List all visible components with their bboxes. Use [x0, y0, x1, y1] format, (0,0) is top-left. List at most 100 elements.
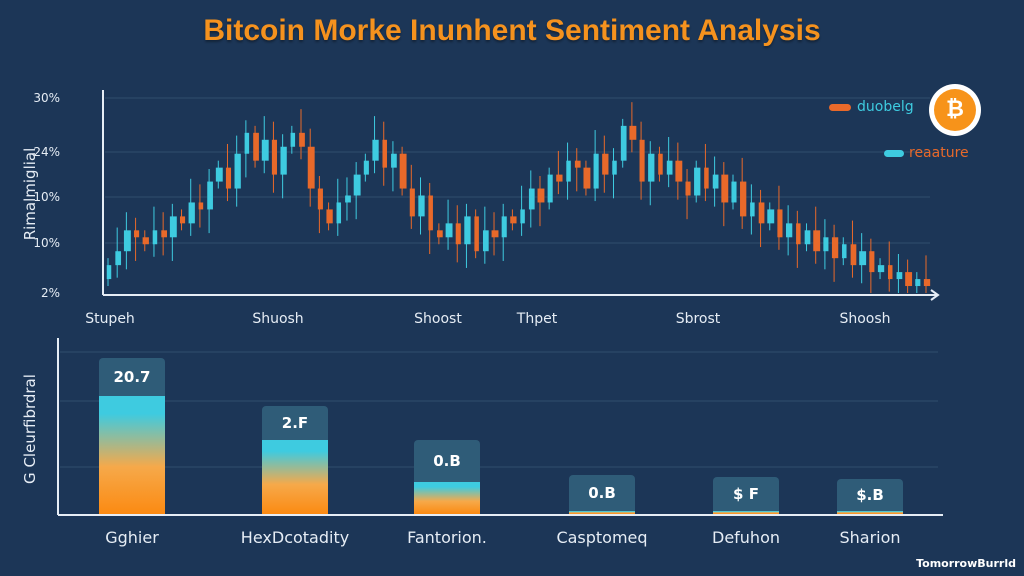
- candle-up: [445, 223, 453, 238]
- candle-down: [740, 181, 747, 217]
- bar-fill: [414, 481, 480, 514]
- y-tick: 24%: [33, 145, 60, 159]
- candle-up: [188, 202, 195, 224]
- x-tick: Shuosh: [252, 311, 304, 327]
- candle-up: [363, 160, 369, 175]
- candle-down: [850, 244, 857, 266]
- legend-swatch-cyan: [884, 150, 904, 157]
- bar-category-label: Defuhon: [711, 528, 781, 547]
- candle-down: [887, 265, 893, 280]
- bar-value-label: 20.7: [99, 358, 165, 396]
- x-tick: Shoosh: [839, 311, 891, 327]
- candle-up: [712, 174, 719, 189]
- bar: 20.7: [99, 358, 165, 514]
- candle-up: [785, 223, 793, 238]
- bitcoin-icon: ₿: [934, 89, 976, 131]
- x-axis-arrow: [930, 289, 940, 301]
- candle-down: [198, 202, 204, 210]
- candle-down: [583, 167, 591, 189]
- candle-down: [629, 125, 637, 140]
- bar: 0.B: [414, 439, 480, 514]
- bar-value-label: $ F: [713, 476, 779, 511]
- candle-down: [299, 132, 305, 147]
- x-tick: Thpet: [516, 311, 558, 327]
- candle-down: [491, 230, 499, 238]
- candle-down: [675, 160, 683, 182]
- candle-down: [658, 153, 663, 175]
- bar-value-label: $.B: [837, 478, 903, 511]
- candle-up: [804, 230, 811, 245]
- bar: $.B: [837, 478, 903, 514]
- candle-up: [666, 160, 673, 175]
- y-tick: 2%: [40, 286, 60, 300]
- candle-down: [253, 132, 259, 161]
- watermark: TomorrowBurrld: [916, 557, 1016, 570]
- bar-value-label: 0.B: [569, 474, 635, 511]
- candle-down: [161, 230, 167, 238]
- legend-label: reaature: [909, 145, 969, 161]
- x-tick: Stupeh: [85, 311, 135, 327]
- candle-up: [612, 160, 617, 175]
- y-tick: 10%: [33, 190, 60, 204]
- candle-up: [915, 279, 921, 287]
- candle-up: [261, 139, 269, 161]
- bar-category-label: Gghier: [105, 528, 159, 547]
- candle-down: [721, 174, 729, 203]
- candle-up: [767, 209, 775, 224]
- bar: $ F: [713, 476, 779, 514]
- bar-fill: [99, 396, 165, 514]
- candle-up: [244, 132, 250, 154]
- candle-down: [326, 209, 333, 224]
- legend-label: duobelg: [857, 99, 914, 115]
- chart-title: Bitcoin Morke Inunhent Sentiment Analysi…: [203, 14, 821, 47]
- candle-down: [271, 139, 277, 175]
- candle-up: [123, 230, 131, 252]
- candle-up: [648, 153, 655, 182]
- candle-up: [418, 195, 425, 217]
- candle-up: [464, 216, 471, 245]
- bar: 0.B: [569, 474, 635, 514]
- candle-up: [207, 181, 213, 210]
- bar-fill: [713, 510, 779, 514]
- bar-value-label: 0.B: [414, 439, 480, 482]
- candle-down: [574, 160, 581, 168]
- candle-up: [345, 195, 351, 203]
- candle-down: [704, 167, 709, 189]
- candle-up: [731, 181, 737, 203]
- candle-up: [169, 216, 177, 238]
- candle-up: [290, 132, 296, 147]
- candle-up: [501, 216, 507, 238]
- candle-down: [905, 272, 913, 287]
- candle-up: [234, 153, 241, 189]
- x-tick: Shoost: [414, 311, 462, 327]
- candle-down: [537, 188, 545, 203]
- bar: 2.F: [262, 406, 328, 514]
- candle-down: [179, 216, 186, 224]
- candle-up: [353, 174, 361, 196]
- bar-category-label: HexDcotadity: [240, 528, 350, 547]
- bar-category-label: Sharion: [839, 528, 901, 547]
- candle-up: [896, 272, 903, 280]
- y-tick: 10%: [33, 236, 60, 250]
- candle-down: [685, 181, 691, 196]
- bar-category-label: Fantorion.: [407, 528, 487, 547]
- candle-down: [474, 216, 479, 252]
- candle-up: [336, 202, 342, 224]
- bar-y-axis-label: G Cleurfibrdral: [21, 374, 39, 484]
- candle-down: [428, 195, 433, 231]
- candle-up: [520, 209, 525, 224]
- candle-up: [842, 244, 847, 259]
- y-tick: 30%: [33, 91, 60, 105]
- bitcoin-logo: ₿: [929, 84, 981, 136]
- legend-swatch-orange: [829, 104, 851, 111]
- candle-up: [152, 230, 158, 245]
- bar-fill: [569, 510, 635, 514]
- bar-category-label: Casptomeq: [556, 528, 648, 547]
- candle-up: [115, 251, 122, 266]
- candle-up: [391, 153, 397, 168]
- candle-down: [382, 139, 387, 168]
- candle-down: [225, 167, 232, 189]
- candle-up: [750, 202, 755, 217]
- candle-up: [859, 251, 867, 266]
